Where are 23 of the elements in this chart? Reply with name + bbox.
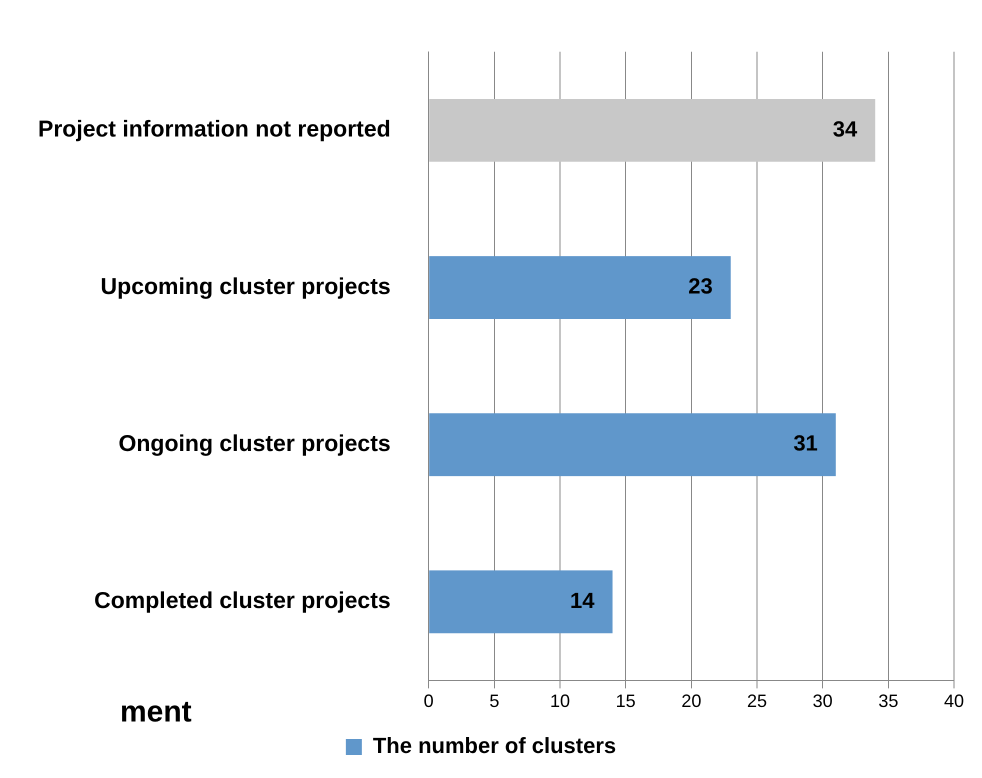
bar (429, 570, 613, 634)
x-tick-label: 10 (550, 691, 570, 712)
bar (429, 98, 876, 162)
data-label: 23 (688, 274, 713, 299)
x-tick-label: 20 (681, 691, 702, 712)
y-tick-label: Ongoing cluster projects (118, 430, 391, 456)
y-tick-label: Upcoming cluster projects (100, 272, 391, 299)
y-tick-label: Project information not reported (38, 116, 391, 142)
x-tick-label: 30 (812, 691, 833, 712)
data-label: 14 (570, 588, 596, 613)
x-tick-label: 5 (489, 691, 500, 712)
bar (429, 413, 836, 476)
legend-label: The number of clusters (372, 733, 616, 758)
bar (429, 256, 731, 319)
text: ment (120, 695, 192, 728)
x-tick-label: 40 (944, 691, 964, 712)
x-tick-label: 25 (746, 691, 768, 712)
x-tick-label: 0 (424, 691, 434, 712)
data-label: 31 (793, 430, 818, 456)
x-tick-label: 15 (616, 691, 636, 712)
data-label: 34 (832, 116, 858, 142)
x-tick-label: 35 (878, 691, 898, 712)
y-tick-label: Completed cluster projects (94, 587, 391, 614)
